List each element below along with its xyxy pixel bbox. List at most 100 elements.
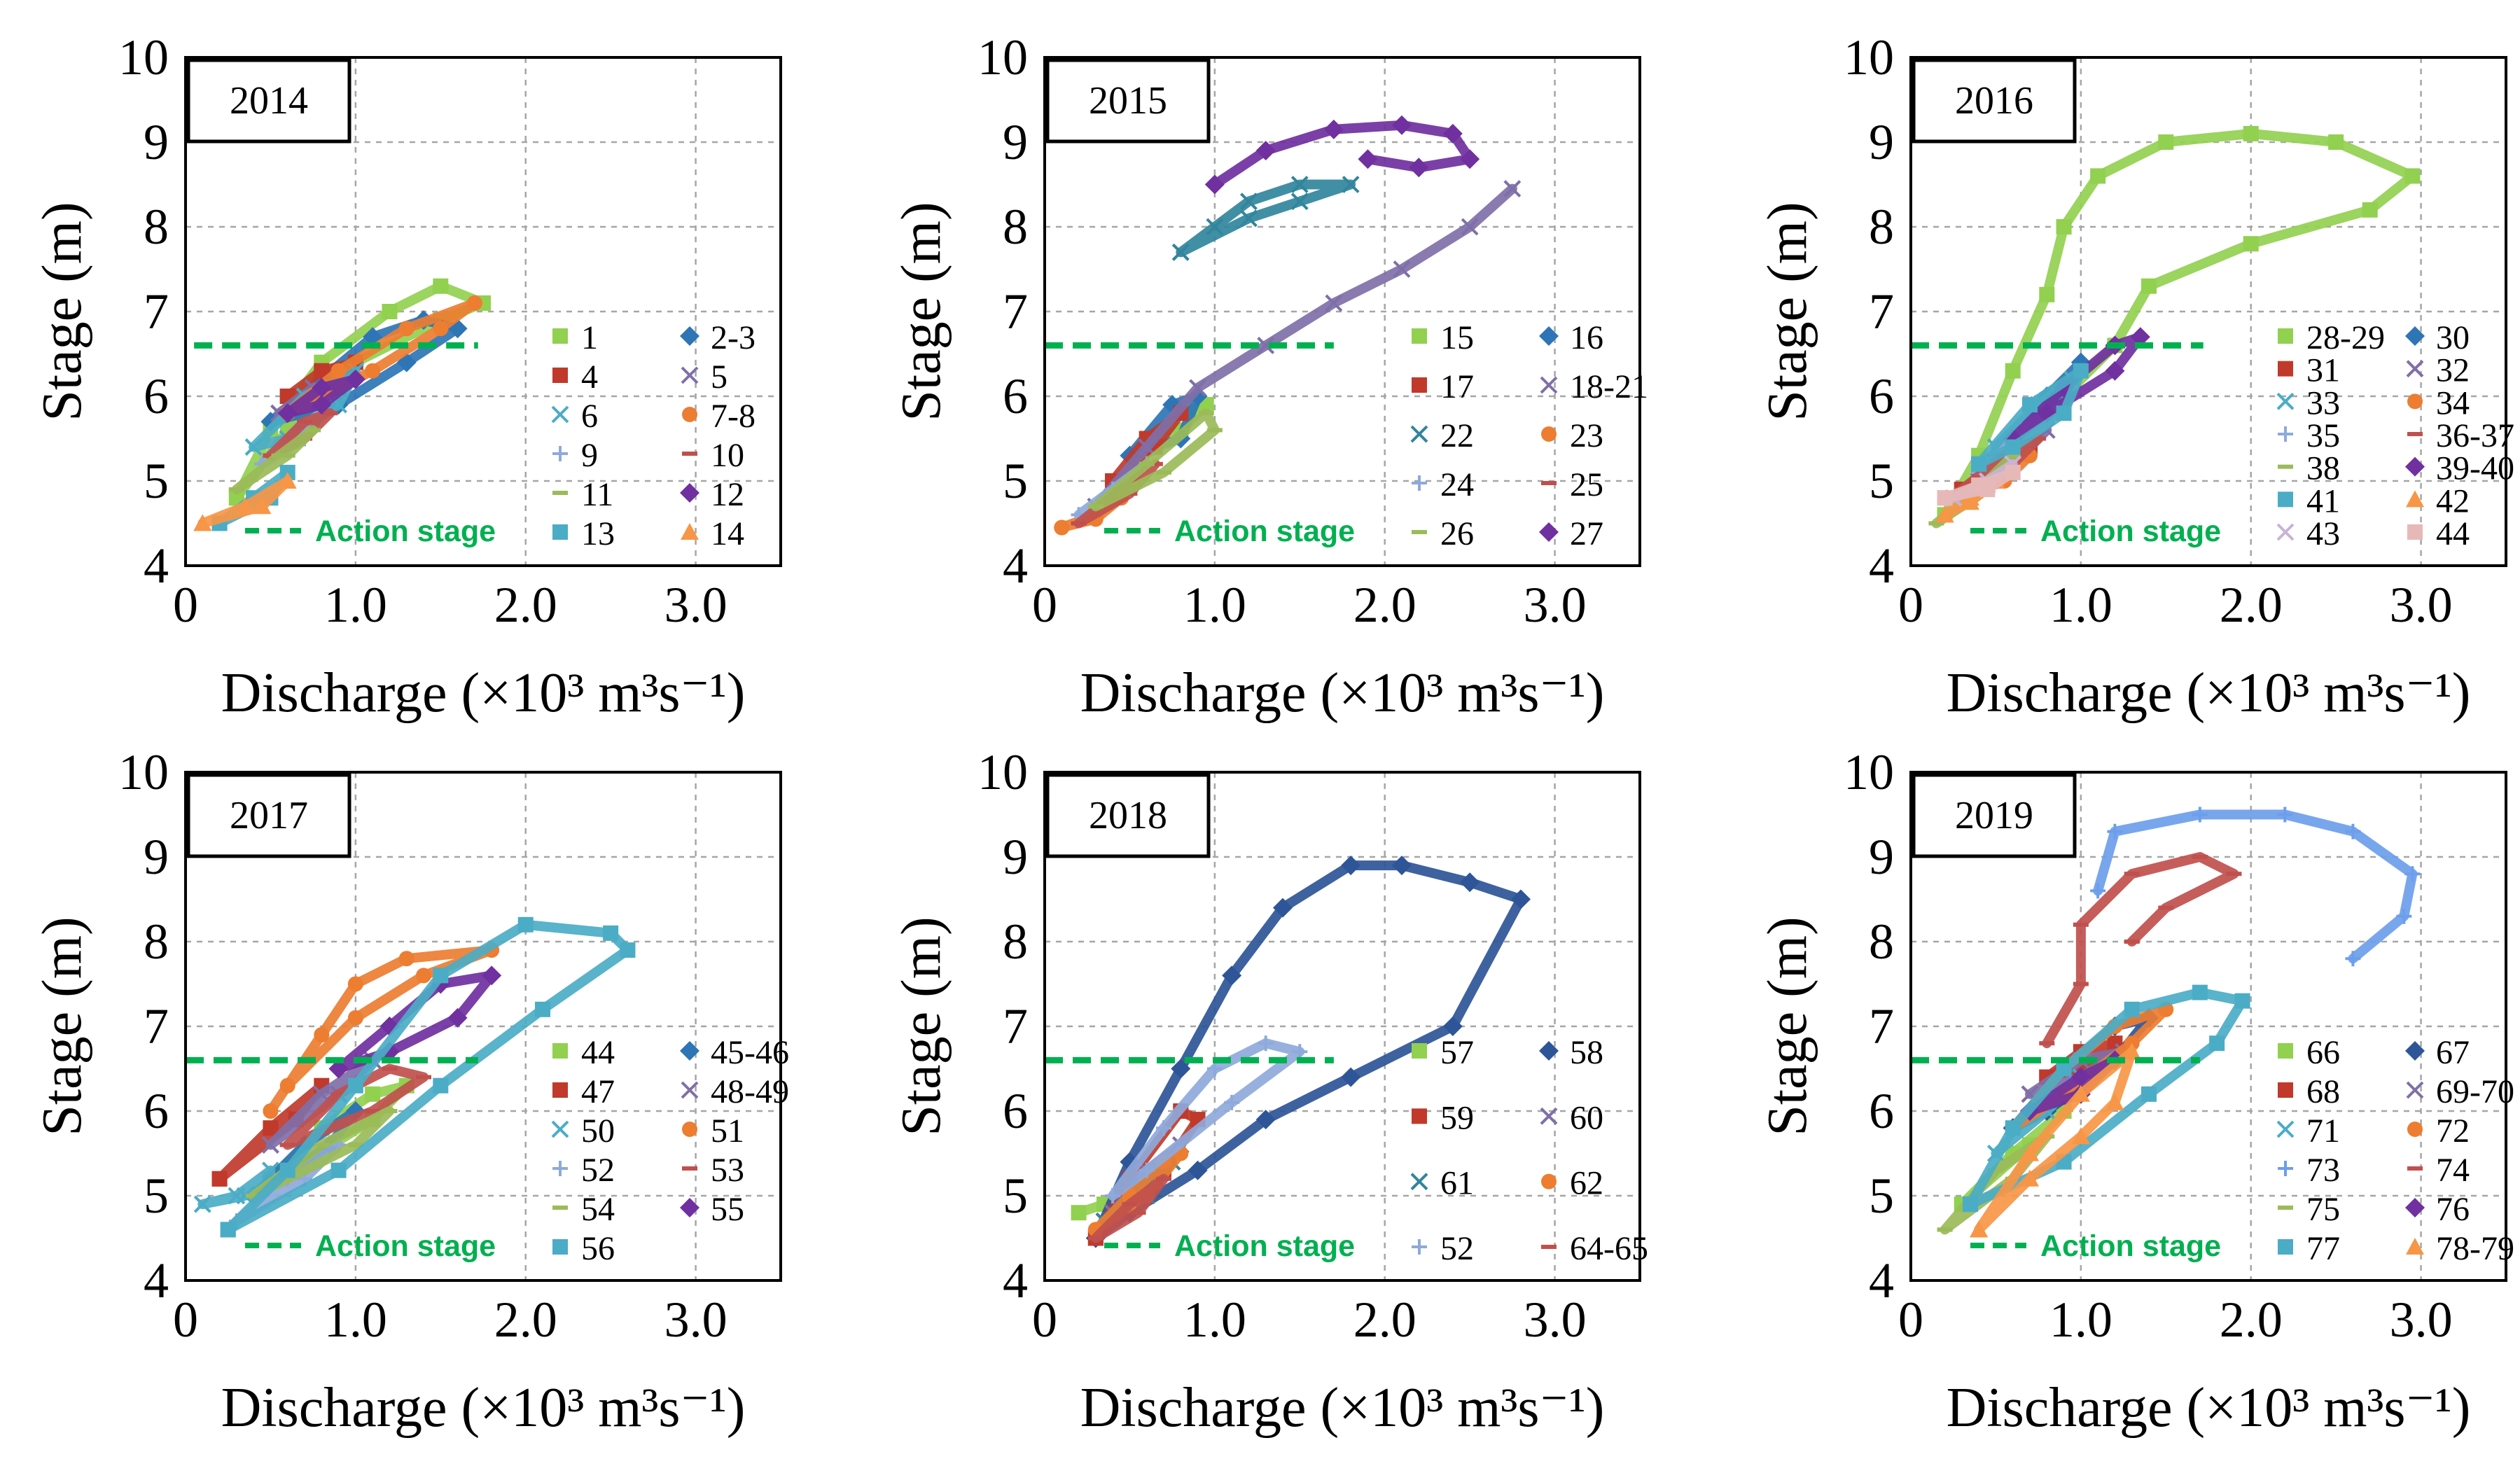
year-label-box [186,773,351,858]
series-51-point [416,968,431,984]
legend-marker [1541,481,1557,485]
series-77-trace [1965,987,2248,1210]
series-44-point [1937,490,1953,506]
y-axis-title: Stage (m) [1757,916,1818,1136]
series-10-point [297,419,312,424]
series-57-point [1071,1205,1087,1221]
legend-marker [680,483,699,503]
series-58-point [1188,1160,1208,1180]
series-52-point [1105,1188,1121,1203]
legend-marker [2407,393,2423,410]
series-27-point [1204,174,1225,195]
series-78-79-trace [1974,1047,2137,1235]
plot-frame [184,771,782,1282]
legend-marker [552,328,568,344]
x-axis-title: Discharge (×10³ m³s⁻¹) [1080,1377,1605,1439]
y-tick-label: 4 [144,1252,169,1308]
legend-label: 72 [2436,1112,2470,1150]
series-12-point [312,377,332,398]
legend-marker [552,1043,568,1059]
series-27-point [1392,115,1412,135]
legend-marker [551,1120,569,1138]
legend-label: 52 [1440,1230,1474,1267]
legend-marker [681,366,699,384]
series-41-point [2005,439,2021,455]
series-28-29-point [2243,125,2259,141]
y-tick-label: 7 [1869,998,1894,1054]
plot-frame [184,56,782,567]
series-18-21-point [1138,438,1156,456]
series-1-point [433,278,449,294]
year-label-box [1045,773,1211,858]
y-tick-label: 6 [1869,1083,1894,1139]
x-tick-label: 0 [1032,1292,1057,1348]
y-tick-label: 5 [144,1168,169,1224]
series-26-point [1156,470,1171,475]
series-56-point [433,1077,449,1094]
series-77-point [2209,1035,2225,1052]
y-axis-title: Stage (m) [32,202,93,421]
series-58-point [1460,872,1480,893]
series-78-79-point [2071,1127,2090,1145]
series-58-point [1392,856,1412,876]
y-tick-label: 9 [144,114,169,170]
legend-label: 30 [2436,319,2470,356]
series-10-point [322,411,338,416]
series-41-point [2056,405,2072,421]
series-7-8-point [433,321,449,337]
legend-label: 78-79 [2436,1230,2514,1267]
legend-marker [552,1082,568,1098]
x-tick-label: 1.0 [2049,577,2112,633]
legend-marker [1412,328,1427,344]
legend-label: 14 [711,515,744,552]
y-tick-label: 6 [144,1083,169,1139]
series-28-29-point [2328,134,2344,150]
series-56-point [517,916,534,933]
series-50-point [193,1195,211,1213]
legend-label: 53 [711,1152,744,1189]
series-36-37-point [2031,436,2047,441]
series-74-point [2039,1041,2055,1046]
series-73-point [2345,823,2361,839]
y-tick-label: 7 [1003,284,1028,340]
x-tick-label: 2.0 [2220,1292,2283,1348]
y-tick-label: 8 [1003,914,1028,970]
legend-label: 48-49 [711,1073,789,1110]
series-54-point [382,1109,398,1113]
legend-label: 74 [2436,1152,2470,1189]
series-77-point [2234,993,2250,1009]
series-41-point [2073,363,2089,379]
year-label-box [1912,773,2077,858]
series-22-point [1240,209,1258,228]
legend-label: 25 [1570,466,1603,503]
series-27-point [1323,119,1344,139]
series-44-point [1979,482,1996,498]
legend-marker [682,1122,697,1137]
series-26-point [1139,461,1155,466]
series-27-point [1358,149,1378,169]
legend-label: 18-21 [1570,368,1648,405]
y-tick-label: 7 [1869,284,1894,340]
legend-marker [2405,456,2425,477]
year-label: 2019 [1955,794,2033,837]
y-tick-label: 5 [1869,453,1894,509]
legend-label: 57 [1440,1034,1474,1071]
plot-frame [1909,56,2507,567]
series-42-point [1961,493,1979,510]
legend-marker [2407,524,2423,540]
series-77-point [2056,1061,2072,1077]
y-tick-label: 6 [1869,368,1894,424]
legend-marker [552,524,568,540]
series-51-point [347,976,363,992]
legend-marker [2406,1238,2424,1255]
x-axis-title: Discharge (×10³ m³s⁻¹) [221,662,746,724]
x-tick-label: 3.0 [664,1292,728,1348]
legend-marker [681,1081,699,1099]
legend-label: 61 [1440,1165,1474,1202]
series-22-point [1206,218,1224,236]
series-27-trace [1209,120,1475,190]
series-73-point [2192,807,2208,823]
series-39-40-point [2105,361,2125,381]
legend-marker [2278,1043,2293,1059]
series-18-21-point [1189,379,1206,397]
